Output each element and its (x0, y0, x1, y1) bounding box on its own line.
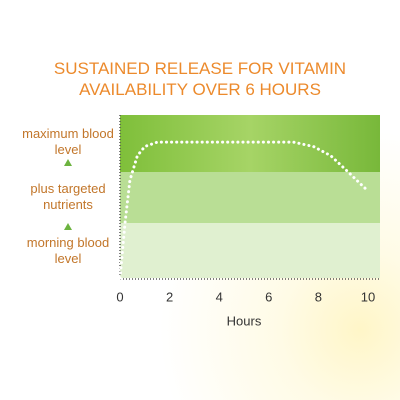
x-tick-label: 6 (265, 289, 272, 304)
arrow-up (64, 159, 72, 166)
x-tick-label: 0 (116, 289, 123, 304)
x-tick-label: 2 (166, 289, 173, 304)
x-tick-label: 8 (315, 289, 322, 304)
y-tick-label: plus targeted nutrients (30, 180, 106, 212)
arrow-up (64, 223, 72, 230)
y-tick-label: morning blood level (26, 234, 110, 266)
y-tick-label: maximum blood level (22, 126, 114, 158)
x-axis-title: Hours (227, 313, 262, 328)
band-middle (120, 172, 380, 223)
chart-title: SUSTAINED RELEASE FOR VITAMIN AVAILABILI… (53, 59, 347, 99)
band-bottom (120, 223, 380, 278)
x-tick-label: 4 (216, 289, 223, 304)
x-tick-label: 10 (361, 289, 375, 304)
band-top (120, 115, 380, 172)
line (118, 140, 370, 280)
